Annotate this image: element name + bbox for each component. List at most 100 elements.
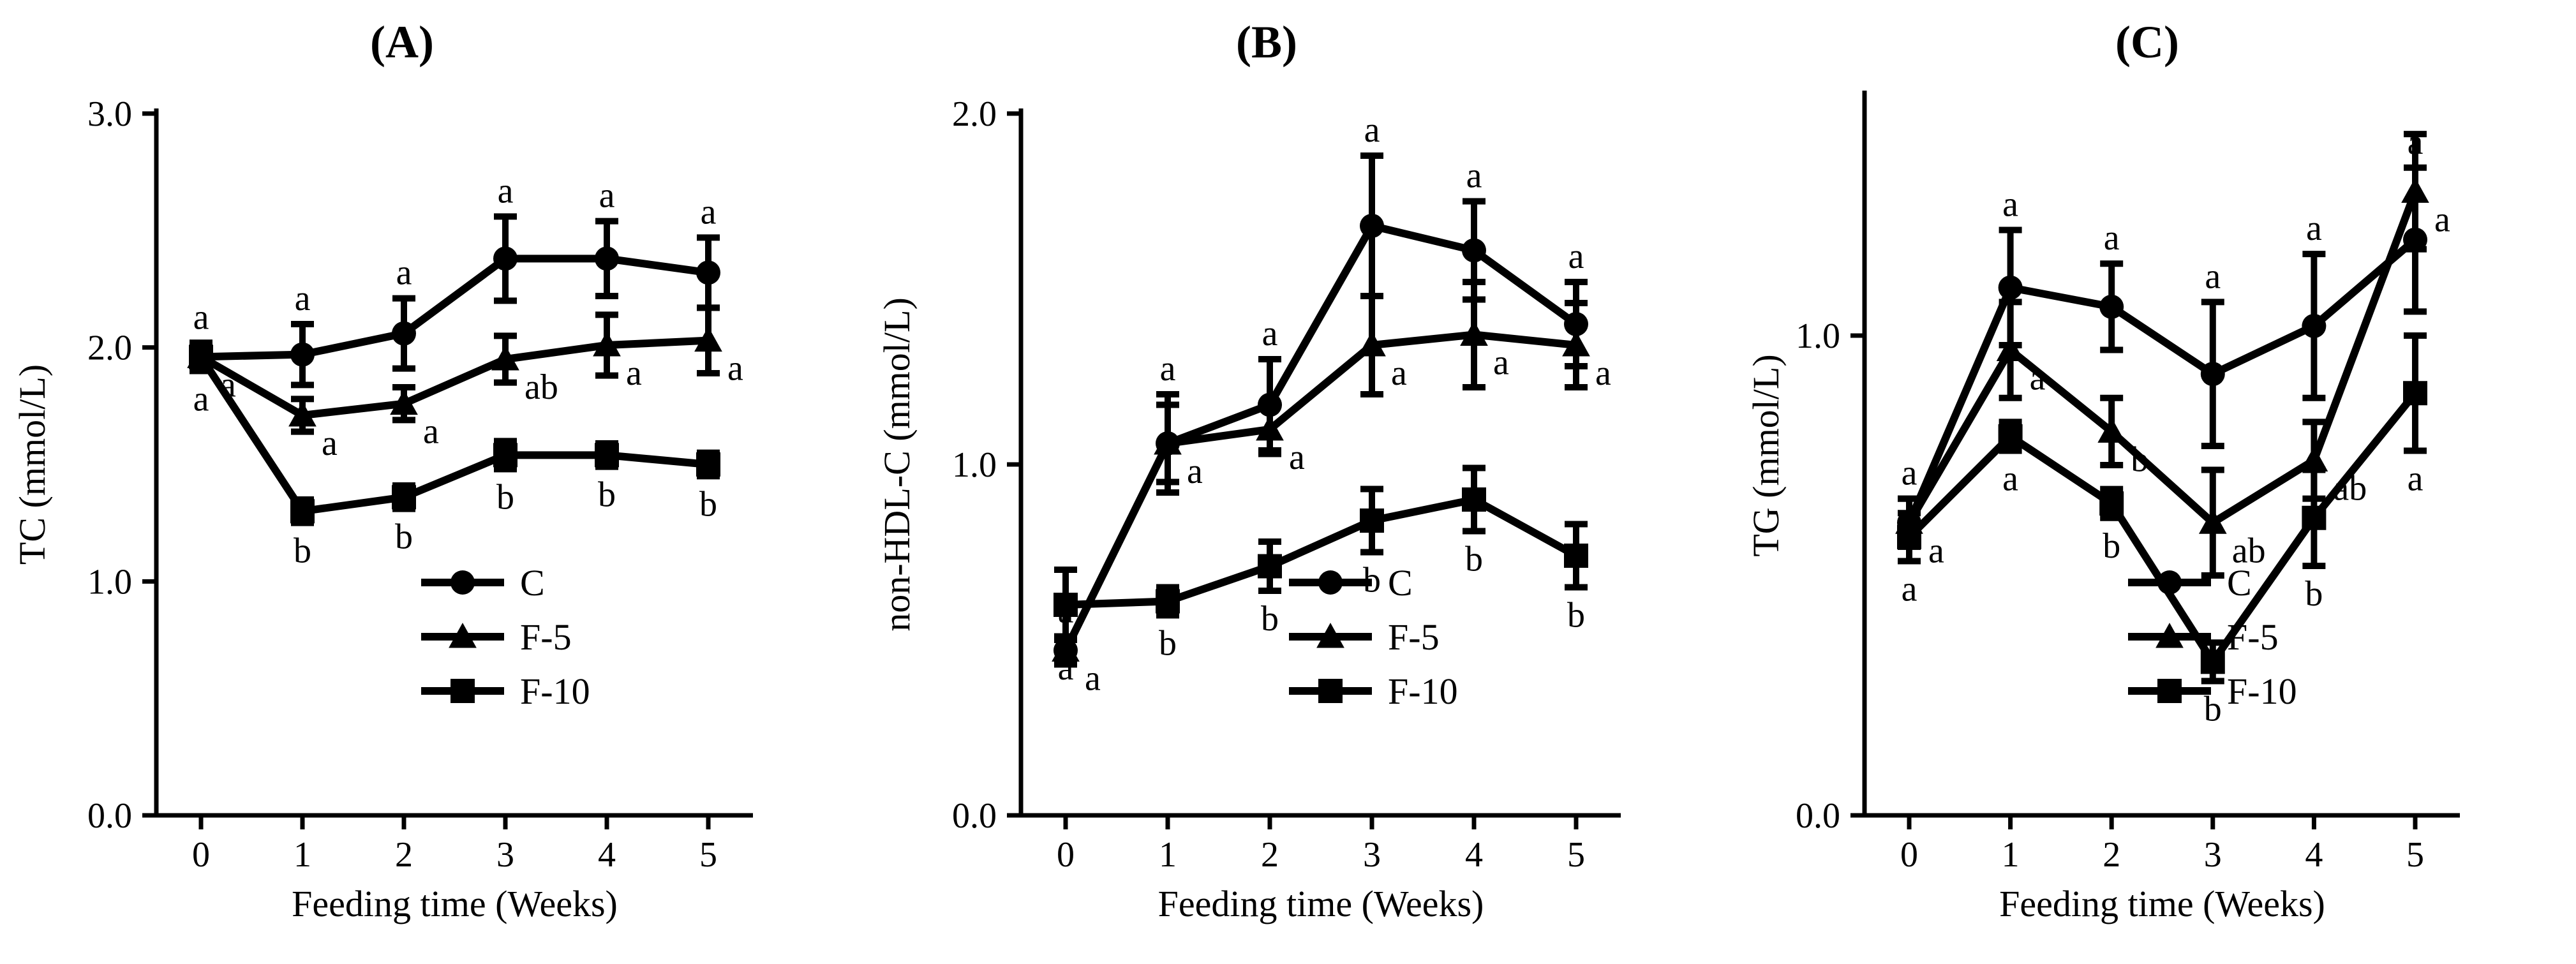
y-axis-label: TC (mmol/L) [11,364,53,565]
significance-label: ab [525,367,558,407]
series-line [1905,190,2419,527]
significance-label: a [1902,454,1917,493]
data-point [1154,429,1182,455]
data-point [1360,508,1384,533]
x-tick-label: 4 [1465,835,1483,875]
x-tick-label: 2 [395,835,413,875]
data-point [1360,214,1384,238]
series-f-5: a a a ab a a [187,304,743,463]
legend-label: C [2227,562,2252,604]
x-tick-label: 3 [2204,835,2222,875]
x-tick-label: 0 [1900,835,1918,875]
significance-label: a [193,297,209,337]
data-point [694,326,722,352]
data-point [392,321,416,346]
series-line [200,255,709,361]
significance-label: b [1465,540,1483,579]
x-tick-label: 1 [2002,835,2020,875]
data-point [491,345,519,371]
data-point [288,401,316,427]
significance-label: a [322,424,338,463]
significance-label: a [1466,156,1482,196]
legend: C F-5 F-10 [1289,562,1458,712]
data-point [1053,593,1078,617]
data-point [1156,589,1180,614]
chart-panel-a: (A) 0.0 1.0 2.0 3.0 0 1 2 3 4 5 Feeding time (Weeks… [11,17,753,924]
significance-label: a [193,379,209,419]
significance-label: a [1595,353,1611,393]
x-tick-label: 0 [1057,835,1075,875]
legend-label: C [520,562,545,604]
data-point [595,246,619,271]
significance-label: b [2131,440,2148,479]
significance-label: a [2306,209,2322,248]
x-tick-label: 3 [496,835,514,875]
y-tick-label: 3.0 [87,94,132,134]
significance-label: a [701,192,717,232]
significance-label: a [1289,438,1305,477]
legend-marker [450,679,475,703]
data-point [595,443,619,468]
y-tick-label: 2.0 [87,329,132,368]
data-point [1358,331,1386,357]
data-point [2097,417,2126,443]
legend-label: F-10 [520,671,590,712]
x-tick-label: 5 [2406,835,2424,875]
legend-marker [2157,570,2182,595]
series-line [1905,237,2418,524]
significance-label: a [295,279,311,318]
data-point [2300,446,2328,471]
data-point [2200,362,2225,387]
panel-title: (C) [2115,17,2179,68]
significance-label: b [294,531,311,571]
x-axis-label: Feeding time (Weeks) [292,883,618,924]
data-point [696,260,720,285]
significance-label: a [599,176,615,216]
significance-label: b [496,477,514,517]
significance-label: a [2002,185,2018,225]
legend-marker [1318,679,1343,703]
series-line [1062,330,1577,653]
significance-label: a [423,412,439,452]
y-tick-label: 2.0 [952,94,997,134]
legend-marker [450,570,475,595]
series-line [1065,496,1578,609]
data-point [1564,544,1588,568]
data-point [1052,636,1080,662]
legend-label: F-10 [2227,671,2297,712]
data-point [1258,554,1282,579]
series-f-5: a a a a a a [1052,279,1611,699]
y-tick-label: 1.0 [952,445,997,485]
data-point [290,499,315,524]
legend-marker [449,623,477,648]
significance-label: ab [2232,531,2266,570]
y-tick-label: 1.0 [87,562,132,602]
series-line [1906,390,2418,666]
significance-label: a [1391,353,1407,393]
series-line [199,336,709,419]
legend: C F-5 F-10 [421,562,590,712]
data-point [1897,524,1921,549]
x-tick-label: 4 [598,835,616,875]
data-point [189,345,213,369]
data-point [1462,238,1486,263]
data-point [493,246,517,271]
legend-marker [2155,623,2184,648]
data-point [493,443,517,468]
data-point [2302,505,2327,530]
data-point [1998,275,2023,300]
significance-label: a [1187,452,1203,491]
data-point [1256,415,1284,441]
x-axis-label: Feeding time (Weeks) [1158,883,1484,924]
legend-marker [1318,570,1343,595]
significance-label: a [498,171,514,211]
significance-label: a [1058,648,1074,688]
data-point [593,331,621,357]
chart-panel-c: (C) 0.0 1.0 0 1 2 3 4 5 Feeding time (Weeks) TG (m… [1745,17,2460,924]
significance-label: a [2408,459,2423,498]
significance-label: b [1159,624,1177,664]
significance-label: a [1493,343,1509,383]
